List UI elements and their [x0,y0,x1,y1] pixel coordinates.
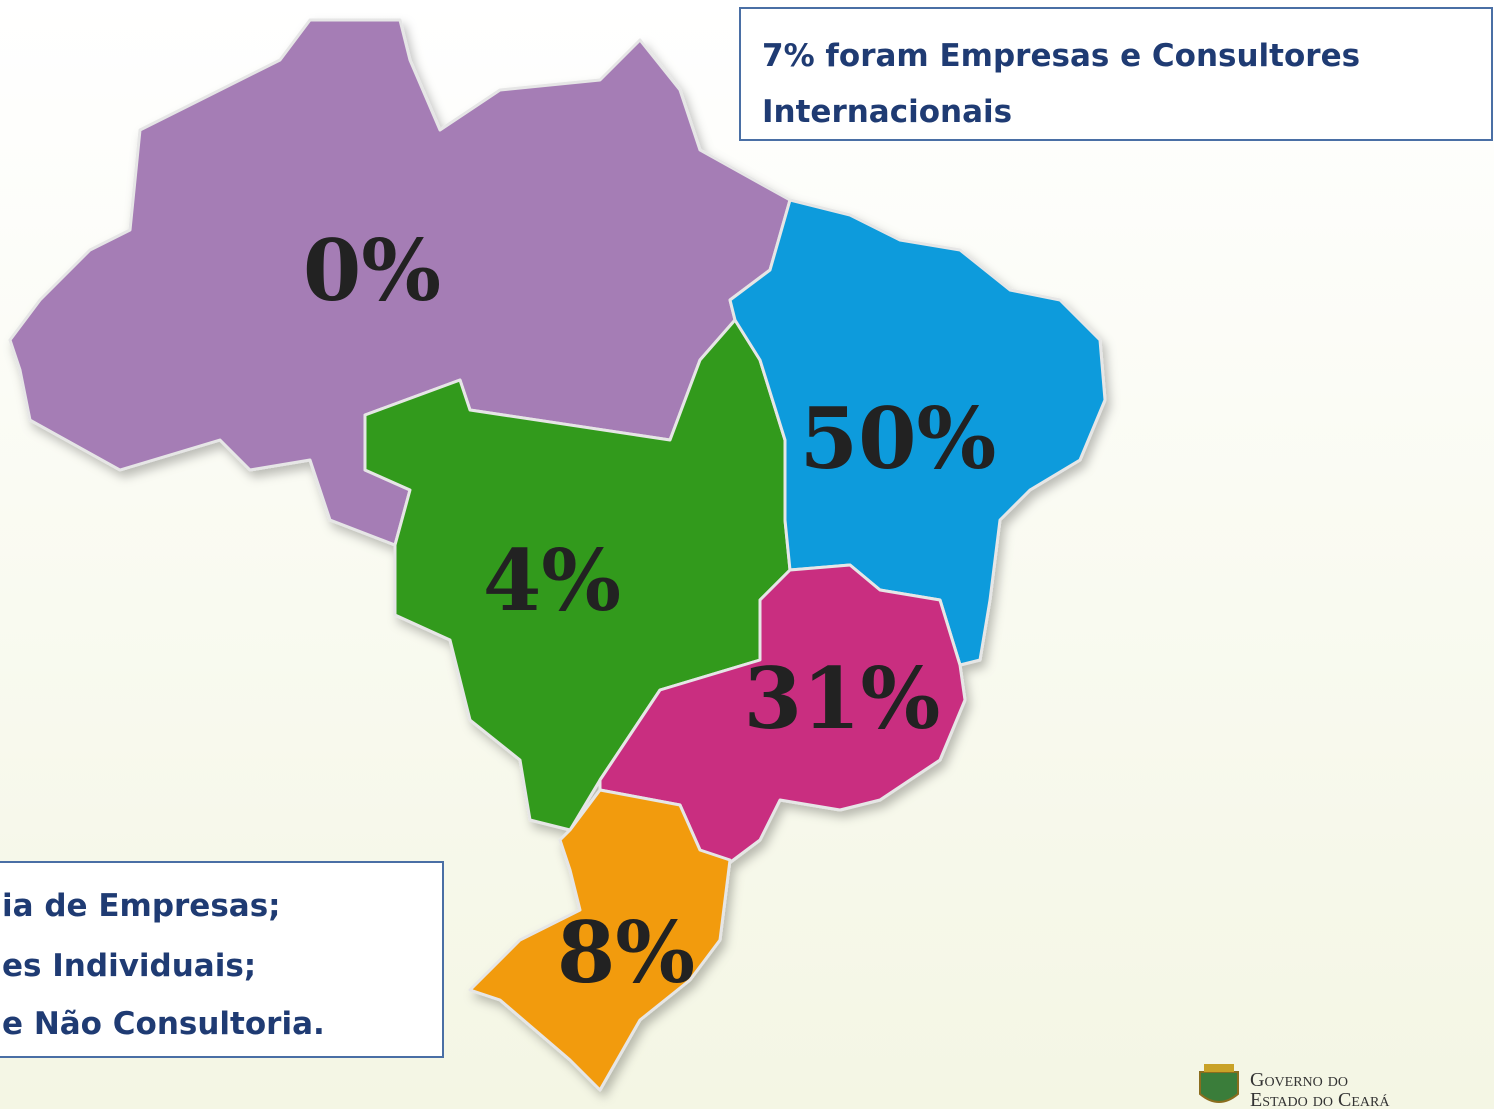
map [8,18,1107,1092]
region-label: 8% [557,903,695,1002]
logo: Governo do Estado do Ceará [1199,1064,1390,1109]
region-south [468,788,732,1092]
logo-text: Estado do Ceará [1250,1089,1390,1109]
callout-text: ia de Empresas; [2,888,281,924]
region-label: 0% [303,221,441,320]
logo-crown [1204,1064,1234,1072]
callout-text: Internacionais [762,94,1012,130]
region-label: 50% [800,389,997,488]
callout-box [739,7,1493,141]
region-label: 4% [483,531,621,630]
callout-text: 7% foram Empresas e Consultores [762,38,1360,74]
callout-box [0,861,444,1058]
region-southeast [598,563,967,872]
callout-text: e Não Consultoria. [2,1006,325,1042]
region-northeast [728,198,1107,667]
region-label: 31% [744,649,941,748]
logo-text: Governo do [1250,1069,1348,1091]
callout-text: es Individuais; [2,948,256,984]
logo-crest [1199,1071,1239,1103]
